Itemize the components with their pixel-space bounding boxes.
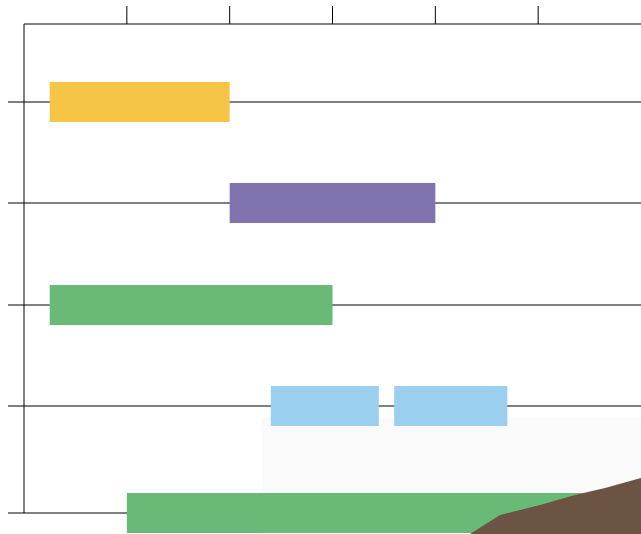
range-bar [229, 183, 436, 223]
range-bar [49, 82, 230, 122]
photo-fragment [470, 478, 641, 534]
range-bar [394, 386, 508, 426]
range-bar [49, 285, 333, 325]
range-bar [270, 386, 379, 426]
